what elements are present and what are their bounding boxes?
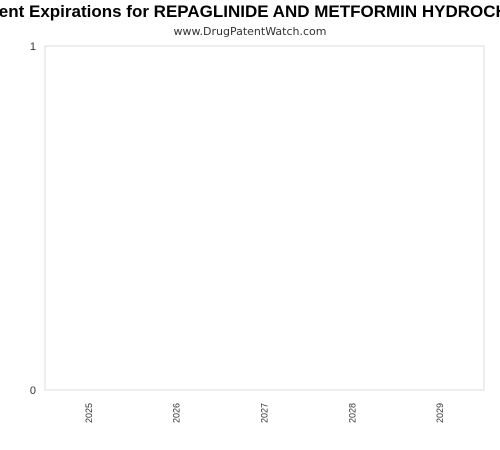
chart-subtitle: www.DrugPatentWatch.com [173,25,327,38]
x-tick-label: 2026 [172,403,182,423]
plot-area [44,45,485,391]
x-tick-label: 2028 [347,403,357,423]
x-tick-label: 2025 [84,403,94,423]
chart-title: Drug Patent Expirations for REPAGLINIDE … [0,2,500,21]
x-tick-label: 2029 [435,403,445,423]
x-tick-label: 2027 [260,403,270,423]
y-tick-label: 1 [30,41,36,53]
y-tick-label: 0 [30,385,36,397]
x-axis: 2025 2026 2027 2028 2029 [84,403,445,423]
y-axis: 01 [30,41,36,397]
